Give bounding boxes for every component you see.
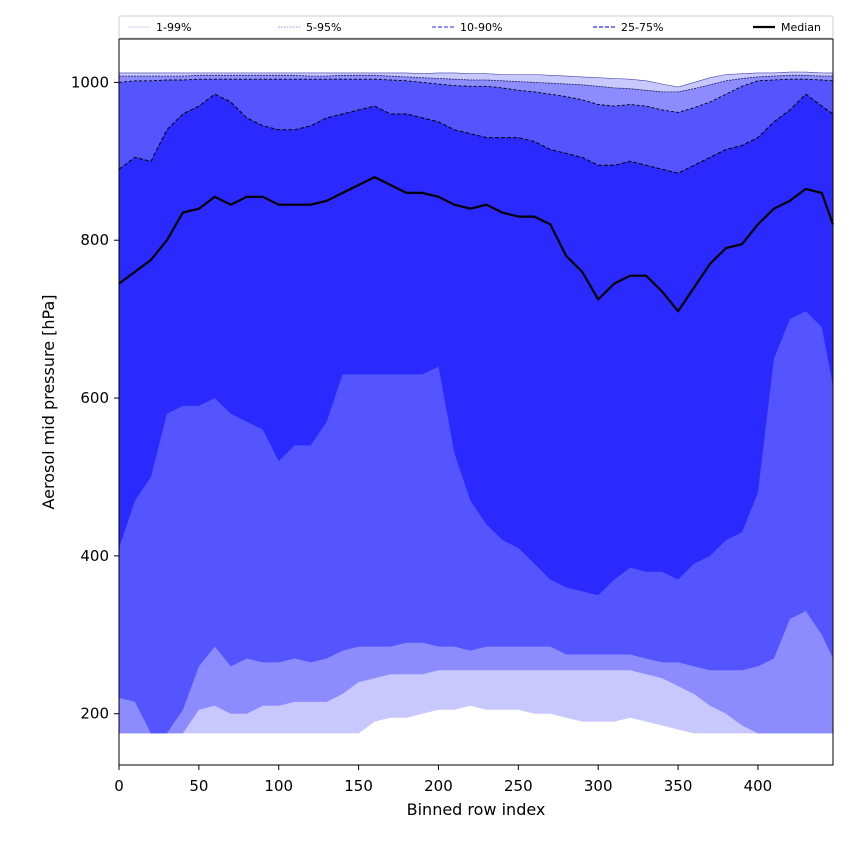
quantile-lines xyxy=(118,71,834,174)
x-tick-label: 200 xyxy=(424,777,453,795)
legend-label: 25-75% xyxy=(621,21,663,34)
x-axis-label: Binned row index xyxy=(407,800,546,819)
legend-frame xyxy=(118,15,834,39)
x-tick-label: 100 xyxy=(264,777,293,795)
y-tick-label: 400 xyxy=(80,547,109,565)
plot-frame xyxy=(118,38,834,766)
x-tick-label: 400 xyxy=(744,777,773,795)
legend-label: 5-95% xyxy=(306,21,341,34)
x-tick-label: 0 xyxy=(114,777,124,795)
x-tick-label: 150 xyxy=(344,777,373,795)
x-tick-label: 250 xyxy=(504,777,533,795)
band-25-75 xyxy=(119,94,833,596)
y-axis-label: Aerosol mid pressure [hPa] xyxy=(39,294,58,509)
y-tick-label: 1000 xyxy=(71,73,109,91)
legend-item: 1-99% xyxy=(128,21,191,34)
legend-label: Median xyxy=(781,21,821,34)
x-tick-label: 300 xyxy=(584,777,613,795)
y-tick-label: 800 xyxy=(80,231,109,249)
legend-label: 10-90% xyxy=(460,21,502,34)
line-p99 xyxy=(119,71,833,88)
y-tick-label: 200 xyxy=(80,705,109,723)
median-line xyxy=(118,176,835,313)
line-p75 xyxy=(118,93,834,174)
median-line-group xyxy=(118,176,835,313)
percentile-bands xyxy=(119,72,833,734)
x-axis: 0 50 100 150 200 250 300 350 400 xyxy=(114,765,772,795)
y-tick-label: 600 xyxy=(80,389,109,407)
x-tick-label: 350 xyxy=(664,777,693,795)
legend: 1-99% 5-95% 10-90% 25-75% Median xyxy=(118,15,834,39)
legend-item: Median xyxy=(753,21,821,34)
line-p95 xyxy=(119,74,833,93)
legend-item: 10-90% xyxy=(432,21,502,34)
y-axis: 200 400 600 800 1000 xyxy=(71,73,119,723)
x-tick-label: 50 xyxy=(189,777,208,795)
legend-label: 1-99% xyxy=(156,21,191,34)
legend-item: 25-75% xyxy=(593,21,663,34)
legend-item: 5-95% xyxy=(278,21,341,34)
